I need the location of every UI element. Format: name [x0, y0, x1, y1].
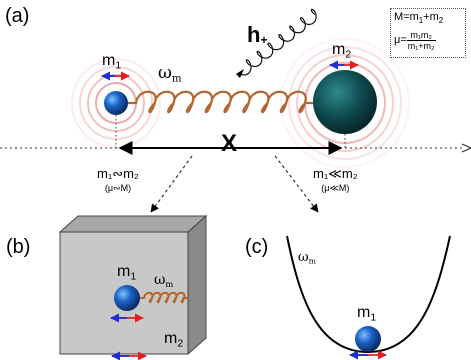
- reduced-mass-formula: μ= m₁m₂ m₁+m₂: [394, 30, 436, 52]
- branch-arrow-left: [150, 155, 193, 213]
- gravitational-wave-squiggle: [238, 8, 317, 76]
- gravitational-wave-arrowhead-icon: [236, 69, 244, 78]
- condition-comparable-masses: m₁∾m₂ (μ∾M): [97, 166, 139, 193]
- panel-label-c: (c): [245, 236, 269, 258]
- omega-label-b: ωm: [154, 272, 174, 289]
- condition-hierarchical-masses: m₁≪m₂ (μ≪M): [313, 166, 358, 193]
- mass-definitions-box: M=m1+m2 μ= m₁m₂ m₁+m₂: [390, 8, 466, 58]
- spring-b: [140, 291, 188, 304]
- m1-label-c: m1: [357, 304, 377, 324]
- separation-label: X: [221, 130, 238, 157]
- branch-arrow-right: [274, 155, 319, 213]
- m1-ball-b: [114, 285, 140, 311]
- m1-label-b: m1: [117, 263, 137, 283]
- m2-label-b: m2: [164, 330, 184, 350]
- box-b: [58, 214, 208, 356]
- m1-ball-c: [355, 326, 381, 352]
- total-mass-formula: M=m1+m2: [394, 11, 444, 26]
- m2-ball-a: [313, 70, 377, 134]
- spring-a: [128, 90, 313, 114]
- omega-label-c: ωm: [298, 250, 317, 266]
- axis-arrowhead-icon: [461, 143, 471, 153]
- m1-ball-a: [104, 91, 128, 115]
- panel-label-b: (b): [6, 236, 31, 258]
- h-plus-label: h+: [247, 22, 268, 47]
- m1-label-a: m1: [102, 52, 122, 72]
- m2-label-a: m2: [332, 41, 352, 61]
- omega-label-a: ωm: [158, 63, 182, 85]
- panel-label-a: (a): [5, 5, 30, 27]
